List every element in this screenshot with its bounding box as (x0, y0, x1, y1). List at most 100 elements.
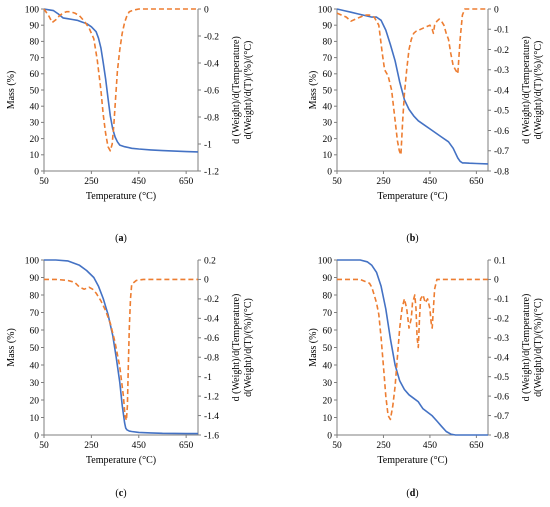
left-tick-label: 30 (30, 119, 40, 129)
panel-caption: (c) (115, 488, 126, 499)
x-tick-label: 450 (132, 177, 147, 187)
mass-curve (337, 259, 488, 436)
right-tick-label: -0.6 (204, 86, 219, 96)
x-axis-label: Temperature (°C) (377, 191, 447, 202)
right-tick-label: -0.7 (494, 147, 509, 157)
left-tick-label: 0 (327, 167, 332, 177)
right-tick-label: -0.5 (494, 107, 509, 117)
right-tick-label: -0.4 (204, 59, 219, 69)
panel-caption: (b) (406, 233, 418, 244)
right-tick-label: -0.4 (494, 86, 509, 96)
right-tick-label: 0 (204, 5, 209, 15)
left-tick-label: 40 (30, 103, 40, 113)
left-tick-label: 90 (30, 22, 40, 32)
right-tick-label: -0.2 (204, 32, 219, 42)
x-tick-label: 450 (423, 441, 438, 451)
left-tick-label: 60 (30, 326, 40, 336)
right-tick-label: -0.3 (494, 66, 509, 76)
right-tick-label: -1.4 (204, 412, 219, 422)
right-tick-label: -0.8 (494, 167, 509, 177)
right-tick-label: 0 (494, 5, 499, 15)
left-tick-label: 50 (30, 344, 40, 354)
dtg-curve (337, 278, 488, 421)
x-axis-label: Temperature (°C) (86, 191, 156, 202)
right-axis-label-line1: d (Weight)/d(Temperature) (231, 36, 242, 144)
right-tick-label: 0.2 (204, 256, 216, 266)
x-tick-label: 250 (84, 177, 99, 187)
x-tick-label: 450 (423, 177, 438, 187)
right-axis-label-line1: d (Weight)/d(Temperature) (521, 36, 532, 144)
right-tick-label: -1 (204, 373, 212, 383)
left-tick-label: 90 (323, 22, 333, 32)
left-tick-label: 100 (318, 256, 333, 266)
left-tick-label: 100 (318, 5, 333, 15)
left-axis-label: Mass (%) (6, 71, 17, 110)
x-tick-label: 650 (469, 441, 484, 451)
x-tick-label: 650 (469, 177, 484, 187)
left-tick-label: 70 (30, 309, 40, 319)
left-tick-label: 10 (323, 151, 333, 161)
left-tick-label: 100 (25, 256, 40, 266)
panel-caption: (a) (115, 233, 127, 244)
x-tick-label: 650 (179, 441, 194, 451)
left-tick-label: 10 (30, 151, 40, 161)
left-tick-label: 70 (30, 54, 40, 64)
left-tick-label: 80 (323, 291, 333, 301)
left-tick-label: 30 (30, 379, 40, 389)
x-tick-label: 450 (132, 441, 147, 451)
right-tick-label: -1.6 (204, 431, 219, 441)
right-tick-label: -0.6 (494, 127, 509, 137)
right-tick-label: -0.6 (204, 334, 219, 344)
left-tick-label: 0 (34, 167, 39, 177)
x-axis-label: Temperature (°C) (86, 455, 156, 466)
dtg-curve (44, 278, 198, 422)
left-axis-label: Mass (%) (308, 71, 319, 110)
chart-panel-d: 0 10 20 30 40 50 60 70 80 90 100 0.1 0 -0.1 -0.2 -0.3 -0… (308, 256, 544, 499)
left-tick-label: 20 (30, 396, 40, 406)
x-tick-label: 50 (39, 177, 49, 187)
mass-curve (43, 8, 199, 153)
x-tick-label: 250 (84, 441, 99, 451)
left-tick-label: 50 (323, 344, 333, 354)
left-tick-label: 100 (25, 5, 40, 15)
left-tick-label: 70 (323, 54, 333, 64)
right-axis-label-line1: d (Weight)/d(Temperature) (521, 294, 532, 402)
left-tick-label: 90 (30, 274, 40, 284)
right-tick-label: -0.6 (494, 392, 509, 402)
right-tick-label: -0.2 (494, 46, 509, 56)
right-tick-label: -0.7 (494, 412, 509, 422)
chart-panel-a: 0 10 20 30 40 50 60 70 80 90 100 0 -0.2 -0.4 -0.6 -0.8 -… (6, 5, 254, 244)
left-tick-label: 10 (30, 414, 40, 424)
panel-caption: (d) (406, 488, 418, 499)
left-tick-label: 50 (30, 86, 40, 96)
x-tick-label: 250 (376, 441, 391, 451)
right-tick-label: -0.2 (204, 295, 219, 305)
x-tick-label: 250 (376, 177, 391, 187)
right-axis-label-line2: d(Weight)/d(T)/(%)/(°C) (243, 298, 254, 397)
right-tick-label: -0.4 (204, 315, 219, 325)
left-tick-label: 40 (323, 103, 333, 113)
right-axis-label-line2: d(Weight)/d(T)/(%)/(°C) (243, 41, 254, 140)
mass-curve (336, 8, 489, 165)
right-tick-label: -0.1 (494, 26, 509, 36)
left-tick-label: 50 (323, 86, 333, 96)
left-tick-label: 70 (323, 309, 333, 319)
right-tick-label: -0.8 (204, 354, 219, 364)
right-tick-label: -0.3 (494, 334, 509, 344)
right-tick-label: -0.2 (494, 315, 509, 325)
left-tick-label: 20 (30, 135, 40, 145)
left-tick-label: 80 (30, 38, 40, 48)
left-tick-label: 40 (323, 361, 333, 371)
right-tick-label: -1.2 (204, 167, 219, 177)
left-tick-label: 0 (327, 431, 332, 441)
right-tick-label: 0.1 (494, 256, 506, 266)
dtg-curve (43, 8, 198, 152)
left-axis-label: Mass (%) (6, 328, 17, 367)
right-tick-label: -0.1 (494, 295, 509, 305)
dtg-curve (336, 8, 488, 156)
right-tick-label: -1.2 (204, 392, 219, 402)
left-tick-label: 0 (34, 431, 39, 441)
left-tick-label: 60 (323, 326, 333, 336)
mass-curve (44, 259, 198, 435)
